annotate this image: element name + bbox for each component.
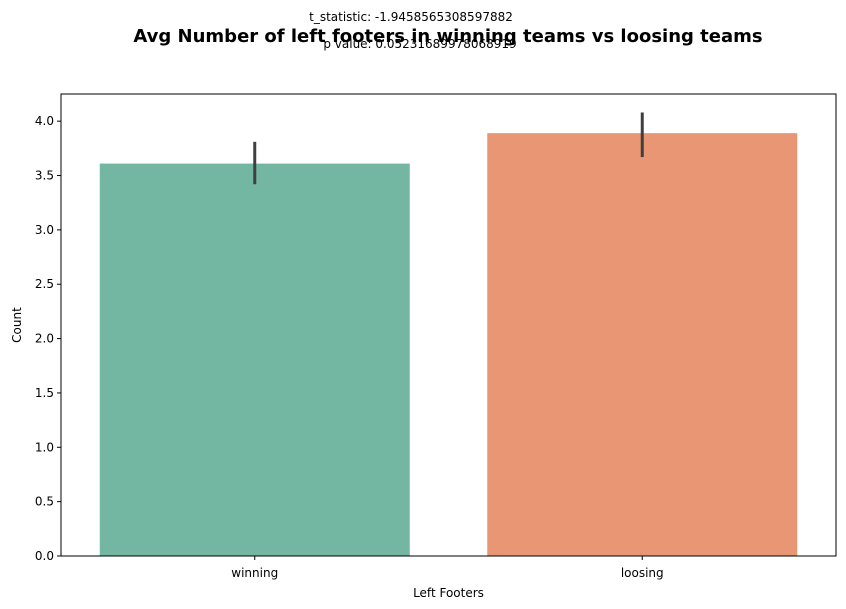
bar-loosing	[487, 133, 798, 556]
chart-title: Avg Number of left footers in winning te…	[133, 26, 762, 47]
y-tick-label: 2.5	[35, 277, 54, 291]
plot-frame	[60, 93, 837, 557]
y-tick-label: 1.0	[35, 440, 54, 454]
error-bars-layer	[253, 112, 644, 185]
t-statistic-annotation: t_statistic: -1.9458565308597882	[309, 10, 513, 24]
x-tick-label: loosing	[621, 566, 664, 580]
x-tick-label: winning	[231, 566, 278, 580]
y-tick-label: 1.5	[35, 386, 54, 400]
p-value-annotation: p value: 0.05231689978068919	[323, 37, 516, 51]
x-axis: winning loosing	[231, 556, 664, 580]
bars-layer	[99, 133, 798, 556]
y-axis: 0.0 0.5 1.0 1.5 2.0 2.5 3.0 3.5 4.0	[35, 114, 61, 563]
y-axis-label: Count	[10, 307, 24, 343]
y-tick-label: 3.5	[35, 169, 54, 183]
y-tick-label: 0.0	[35, 549, 54, 563]
bar-winning	[99, 163, 410, 556]
x-axis-label: Left Footers	[413, 586, 484, 600]
y-tick-label: 0.5	[35, 495, 54, 509]
y-tick-label: 4.0	[35, 114, 54, 128]
y-tick-label: 2.0	[35, 332, 54, 346]
y-tick-label: 3.0	[35, 223, 54, 237]
